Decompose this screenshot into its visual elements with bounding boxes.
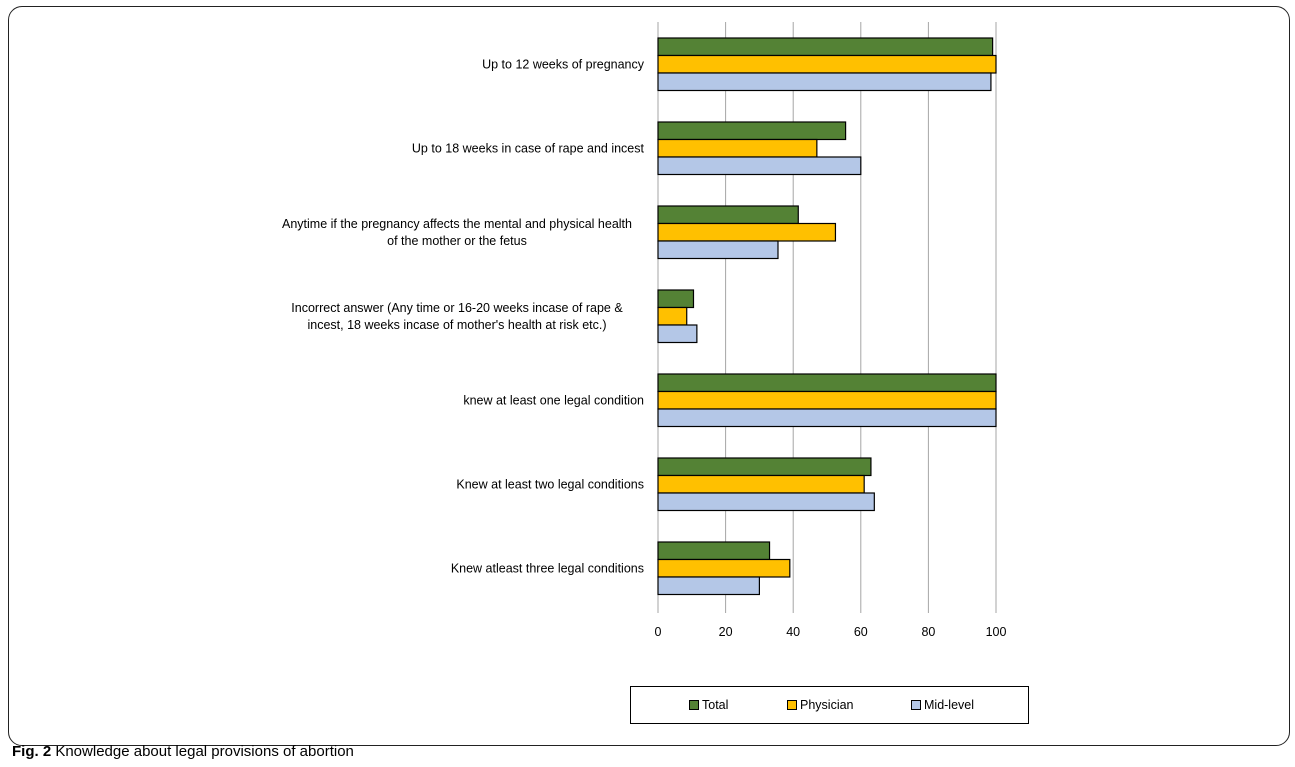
legend-item-physician: Physician (787, 698, 854, 712)
category-label: Incorrect answer (Any time or 16-20 week… (291, 301, 623, 332)
bar-mid-level (657, 324, 698, 344)
bar-mid-level (657, 492, 875, 512)
bar-chart: 0 20 40 60 80 100 Up to 12 weeks of pregnancy U… (282, 22, 1007, 639)
bar-total (657, 205, 799, 225)
bar-mid-level (657, 72, 992, 92)
x-tick-label: 40 (786, 625, 800, 639)
bar-mid-level (657, 156, 862, 176)
bar-total (657, 121, 847, 141)
legend-swatch (911, 700, 921, 710)
bar-physician (657, 558, 791, 578)
category-label-line: Up to 18 weeks in case of rape and inces… (412, 141, 645, 155)
figure-caption: Fig. 2 Knowledge about legal provisions … (12, 743, 354, 760)
legend-label: Mid-level (924, 698, 975, 712)
bar-physician (657, 54, 997, 74)
x-tick-label: 100 (986, 625, 1007, 639)
category-label: Up to 18 weeks in case of rape and inces… (412, 141, 645, 155)
category-label-line: Knew atleast three legal conditions (451, 561, 644, 575)
bar-mid-level (657, 408, 997, 428)
bar-physician (657, 138, 818, 158)
category-label: knew at least one legal condition (463, 393, 644, 407)
category-label-line: Anytime if the pregnancy affects the men… (282, 217, 632, 231)
legend-item-total: Total (689, 698, 728, 712)
bar-physician (657, 390, 997, 410)
bar-physician (657, 474, 865, 494)
category-label-line: Knew at least two legal conditions (456, 477, 644, 491)
legend-swatch (689, 700, 699, 710)
figure-number: Fig. 2 (12, 743, 52, 760)
figure-frame (8, 6, 1290, 746)
category-label-line: incest, 18 weeks incase of mother's heal… (307, 318, 606, 332)
bar-total (657, 289, 695, 309)
legend-item-mid-level: Mid-level (911, 698, 974, 712)
bar-total (657, 541, 771, 561)
bar-mid-level (657, 240, 779, 260)
category-label-line: of the mother or the fetus (387, 234, 527, 248)
x-tick-label: 20 (719, 625, 733, 639)
legend-label: Physician (800, 698, 854, 712)
category-label: Knew at least two legal conditions (456, 477, 644, 491)
bar-mid-level (657, 576, 761, 596)
x-tick-label: 60 (854, 625, 868, 639)
category-label-line: Incorrect answer (Any time or 16-20 week… (291, 301, 623, 315)
category-label: Knew atleast three legal conditions (451, 561, 644, 575)
bar-total (657, 373, 997, 393)
bar-physician (657, 222, 837, 242)
category-label: Anytime if the pregnancy affects the men… (282, 217, 632, 248)
bar-total (657, 37, 994, 57)
x-tick-label: 80 (921, 625, 935, 639)
legend-swatch (787, 700, 797, 710)
category-label-line: knew at least one legal condition (463, 393, 644, 407)
legend-label: Total (702, 698, 729, 712)
category-label-line: Up to 12 weeks of pregnancy (482, 57, 645, 71)
figure-caption-text: Knowledge about legal provisions of abor… (51, 743, 354, 760)
bar-total (657, 457, 872, 477)
category-label: Up to 12 weeks of pregnancy (482, 57, 645, 71)
bar-physician (657, 306, 688, 326)
chart-legend: Total Physician Mid-level (630, 686, 1029, 724)
x-tick-label: 0 (655, 625, 662, 639)
